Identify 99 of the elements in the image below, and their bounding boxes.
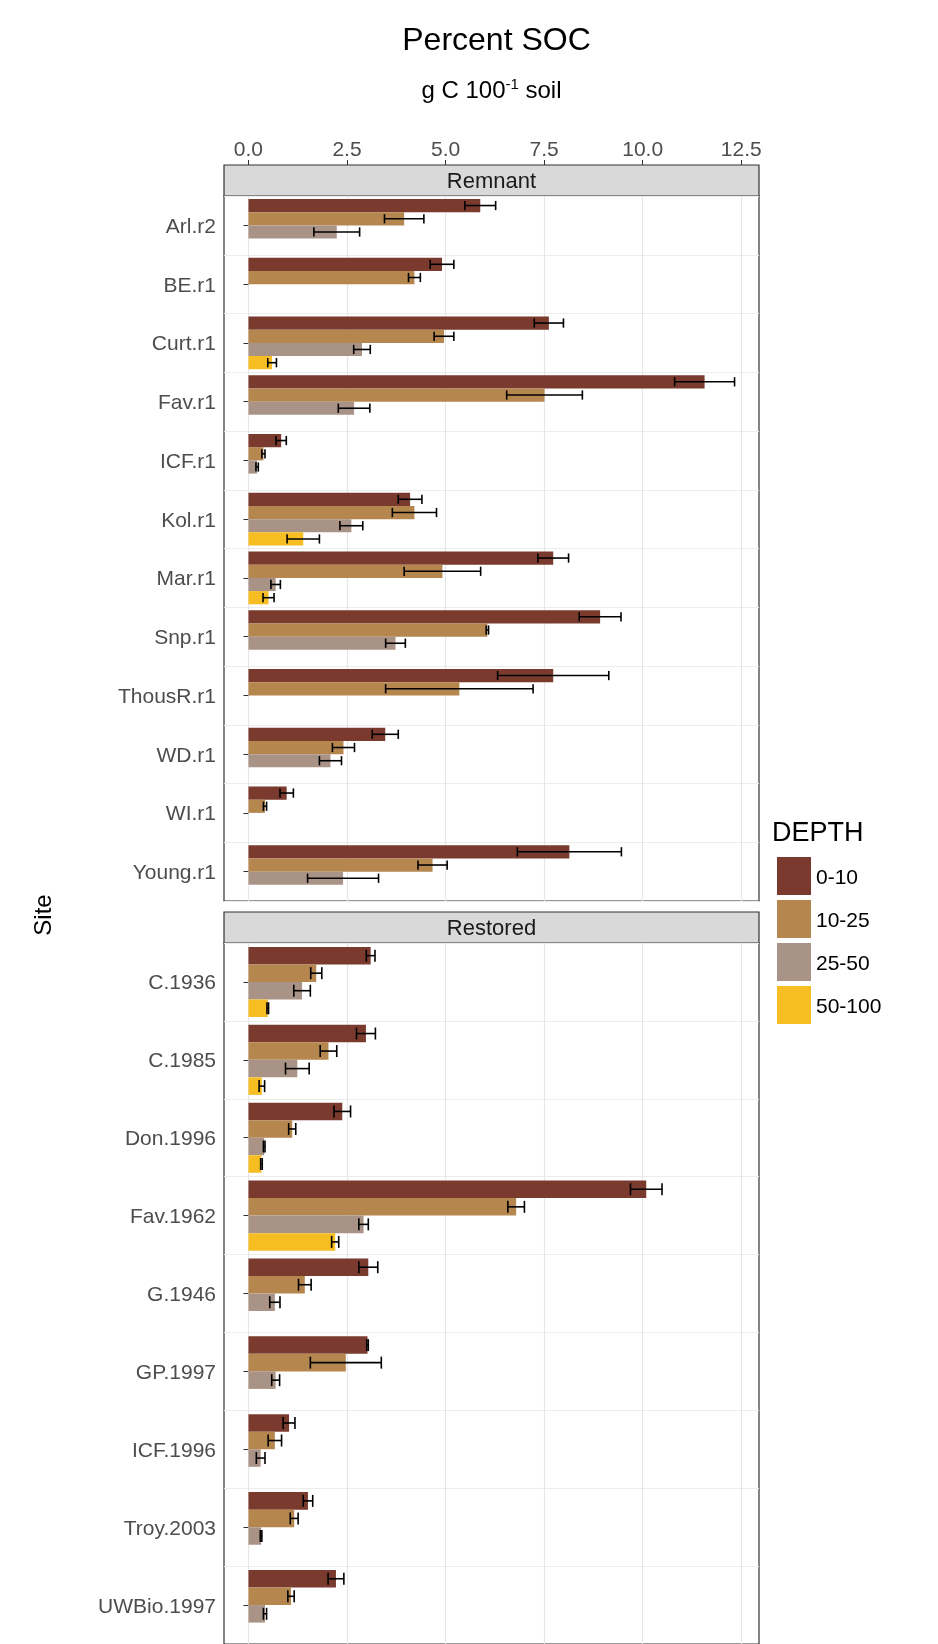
bar xyxy=(248,1587,292,1606)
x-tick-label: 0.0 xyxy=(233,137,264,160)
x-tick-label: 5.0 xyxy=(430,137,461,160)
y-tick-label: ThousR.r1 xyxy=(117,683,216,707)
y-axis-title: Site xyxy=(28,894,56,936)
y-tick-label: G.1946 xyxy=(147,1282,216,1305)
bar xyxy=(248,858,433,872)
legend-label: 0-10 xyxy=(816,864,859,888)
y-tick-label: C.1936 xyxy=(148,970,216,994)
legend-title: DEPTH xyxy=(772,817,864,847)
x-tick-label: 12.5 xyxy=(720,137,762,160)
bar xyxy=(248,1155,262,1173)
bar xyxy=(248,610,601,624)
bar xyxy=(248,433,282,448)
bar xyxy=(248,1492,308,1510)
bar xyxy=(248,845,570,859)
bar xyxy=(248,388,545,402)
bar xyxy=(248,1180,647,1199)
bar xyxy=(248,1120,293,1138)
bar xyxy=(248,1198,517,1216)
bar xyxy=(248,1059,298,1078)
y-tick-label: Arl.r2 xyxy=(165,213,216,237)
legend-label: 10-25 xyxy=(816,907,870,931)
y-tick-label: Young.r1 xyxy=(132,860,216,884)
bar xyxy=(248,519,352,533)
bar xyxy=(248,1293,275,1312)
bar xyxy=(248,1102,343,1121)
y-tick-label: Mar.r1 xyxy=(156,566,216,590)
bar xyxy=(248,1605,265,1623)
bar xyxy=(248,316,549,330)
bar xyxy=(248,1431,275,1450)
chart-subtitle: Restored xyxy=(446,915,537,940)
bar xyxy=(248,1336,368,1354)
bar xyxy=(248,198,481,213)
y-tick-label: Kol.r1 xyxy=(161,507,216,531)
y-tick-label: ICF.1996 xyxy=(131,1437,216,1461)
bar xyxy=(248,1371,276,1389)
bar xyxy=(248,356,273,370)
legend-label: 25-50 xyxy=(816,950,870,974)
bar xyxy=(248,342,362,357)
bar xyxy=(248,1042,329,1060)
bar xyxy=(248,551,554,565)
y-tick-label: C.1985 xyxy=(148,1048,216,1072)
y-tick-label: WD.r1 xyxy=(156,742,216,766)
bar xyxy=(248,999,268,1017)
y-tick-label: Snp.r1 xyxy=(154,625,216,649)
bar xyxy=(248,505,415,520)
chart-title: Percent SOC xyxy=(402,21,591,57)
y-tick-label: Curt.r1 xyxy=(151,331,216,355)
bar xyxy=(248,270,415,285)
bar xyxy=(248,786,287,800)
bar xyxy=(248,447,264,461)
x-tick-label: 7.5 xyxy=(529,137,559,160)
bar xyxy=(248,946,371,965)
bar xyxy=(248,740,344,755)
bar xyxy=(248,225,337,239)
bar xyxy=(248,564,443,578)
bar xyxy=(248,1509,295,1528)
bar xyxy=(248,636,396,650)
bar xyxy=(248,401,355,415)
bar xyxy=(248,1215,364,1234)
legend-label: 50-100 xyxy=(816,993,882,1017)
bar xyxy=(248,682,460,696)
bar xyxy=(248,1024,366,1043)
bar xyxy=(248,1570,336,1588)
bar xyxy=(248,257,443,271)
bar xyxy=(248,754,331,768)
chart-subtitle: Remnant xyxy=(446,168,537,193)
y-tick-label: GP.1997 xyxy=(135,1359,216,1383)
x-tick-label: 2.5 xyxy=(332,137,362,160)
bar xyxy=(248,1275,305,1294)
bar xyxy=(248,1258,369,1276)
y-tick-label: Fav.r1 xyxy=(158,390,216,414)
y-tick-label: Don.1996 xyxy=(124,1126,216,1150)
x-tick-label: 10.0 xyxy=(622,137,664,160)
y-tick-label: UWBio.1997 xyxy=(98,1593,216,1617)
bar xyxy=(248,492,411,506)
y-tick-label: WI.r1 xyxy=(165,801,216,825)
bar xyxy=(248,1137,265,1156)
y-tick-label: BE.r1 xyxy=(163,272,216,296)
bar xyxy=(248,871,344,885)
bar xyxy=(248,1353,346,1372)
y-tick-label: ICF.r1 xyxy=(159,448,216,472)
y-tick-label: Fav.1962 xyxy=(130,1204,216,1228)
bar xyxy=(248,623,488,637)
bar xyxy=(248,532,304,546)
bar xyxy=(248,1233,336,1251)
y-tick-label: Troy.2003 xyxy=(123,1515,216,1539)
bar xyxy=(248,329,444,343)
bar xyxy=(248,1449,261,1467)
bar xyxy=(248,799,265,813)
bar xyxy=(248,668,554,683)
bar xyxy=(248,577,276,592)
bar xyxy=(248,212,405,226)
bar xyxy=(248,981,303,1000)
bar xyxy=(248,1414,290,1432)
bar xyxy=(248,727,386,741)
bar xyxy=(248,375,705,389)
bar xyxy=(248,964,317,982)
